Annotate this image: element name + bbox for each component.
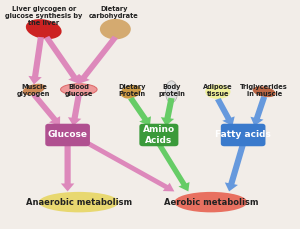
Text: Glucose: Glucose — [48, 131, 88, 139]
Text: Amino
Acids: Amino Acids — [143, 125, 175, 145]
FancyArrow shape — [61, 144, 74, 191]
FancyBboxPatch shape — [140, 124, 178, 146]
FancyArrow shape — [86, 141, 174, 191]
Text: Dietary
Protein: Dietary Protein — [118, 84, 146, 97]
Ellipse shape — [26, 19, 61, 39]
Text: Body
protein: Body protein — [158, 84, 185, 97]
Text: Blood
glucose: Blood glucose — [65, 84, 93, 97]
Text: Dietary
carbohydrate: Dietary carbohydrate — [89, 6, 139, 19]
Ellipse shape — [121, 85, 141, 98]
Ellipse shape — [205, 85, 230, 99]
FancyArrow shape — [78, 36, 118, 84]
FancyArrow shape — [250, 96, 267, 126]
Ellipse shape — [253, 86, 276, 97]
Ellipse shape — [165, 81, 178, 103]
Text: Liver glycogen or
glucose synthesis by
the liver: Liver glycogen or glucose synthesis by t… — [5, 6, 82, 26]
FancyArrow shape — [28, 37, 44, 85]
FancyArrow shape — [156, 143, 190, 191]
FancyArrow shape — [31, 93, 60, 126]
Text: Aerobic metabolism: Aerobic metabolism — [164, 198, 258, 207]
FancyArrow shape — [128, 97, 151, 126]
Ellipse shape — [22, 84, 45, 95]
FancyBboxPatch shape — [221, 124, 266, 146]
Text: Anaerobic metabolism: Anaerobic metabolism — [26, 198, 132, 207]
FancyArrow shape — [215, 98, 235, 126]
Text: Muscle
glycogen: Muscle glycogen — [17, 84, 51, 97]
Ellipse shape — [174, 192, 247, 212]
Ellipse shape — [39, 192, 119, 212]
FancyArrow shape — [161, 98, 175, 126]
Text: Fatty acids: Fatty acids — [215, 131, 271, 139]
FancyArrow shape — [68, 94, 82, 126]
FancyArrow shape — [225, 143, 246, 191]
FancyBboxPatch shape — [45, 124, 90, 146]
FancyArrow shape — [44, 36, 80, 84]
Text: Adipose
tissue: Adipose tissue — [203, 84, 233, 97]
Ellipse shape — [100, 19, 131, 39]
Ellipse shape — [61, 84, 97, 95]
Text: Triglycerides
in muscle: Triglycerides in muscle — [240, 84, 288, 97]
